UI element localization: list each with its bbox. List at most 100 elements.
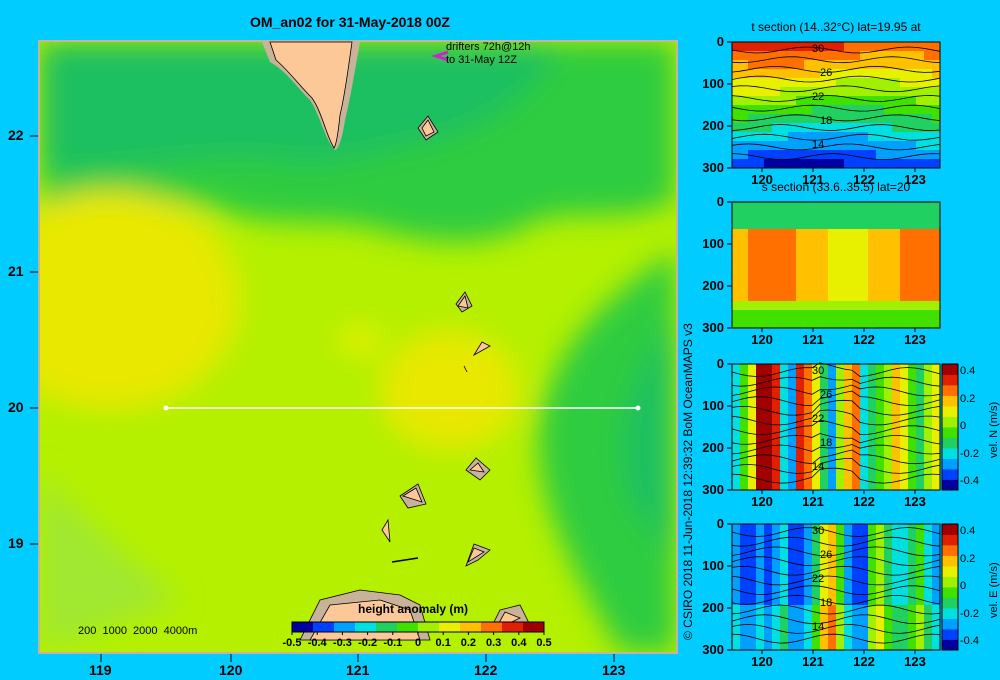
section-cell: [836, 96, 845, 106]
section-cell: [740, 542, 749, 552]
section-cell: [908, 150, 917, 160]
section-cell: [908, 159, 917, 169]
section-cell: [884, 159, 893, 169]
section-cell: [732, 463, 741, 473]
section-cell: [916, 587, 925, 597]
panel-lon-tick: 122: [853, 172, 875, 187]
section-cell: [756, 463, 765, 473]
section-cell: [748, 256, 757, 266]
section-cell: [748, 319, 757, 329]
section-cell: [852, 114, 861, 124]
section-cell: [860, 238, 869, 248]
section-cell: [740, 373, 749, 383]
section-cell: [732, 364, 741, 374]
section-cell: [892, 382, 901, 392]
section-cell: [916, 641, 925, 651]
section-cell: [764, 150, 773, 160]
section-cell: [812, 211, 821, 221]
section-cell: [852, 105, 861, 115]
isotherm-contour: [731, 75, 941, 83]
section-cell: [924, 274, 933, 284]
section-cell: [804, 69, 813, 79]
section-cell: [820, 400, 829, 410]
section-cell: [772, 560, 781, 570]
section-cell: [820, 632, 829, 642]
section-cell: [932, 105, 941, 115]
section-cell: [932, 319, 941, 329]
section-cell: [764, 42, 773, 52]
section-cell: [796, 623, 805, 633]
section-cell: [852, 292, 861, 302]
velocity-colorbar-swatch: [942, 469, 958, 480]
colorbar-tick-label: -0.3: [332, 637, 352, 649]
section-cell: [860, 578, 869, 588]
velocity-colorbar-tick: 0.2: [960, 552, 976, 565]
section-cell: [868, 400, 877, 410]
section-cell: [844, 42, 853, 52]
section-cell: [884, 123, 893, 133]
section-cell: [740, 87, 749, 97]
section-cell: [740, 319, 749, 329]
section-cell: [764, 418, 773, 428]
section-cell: [780, 150, 789, 160]
section-cell: [756, 427, 765, 437]
section-cell: [740, 463, 749, 473]
section-cell: [916, 533, 925, 543]
section-cell: [884, 524, 893, 534]
section-cell: [900, 220, 909, 230]
section-cell: [844, 596, 853, 606]
panel-lon-tick: 123: [904, 654, 926, 669]
section-cell: [812, 42, 821, 52]
section-cell: [844, 96, 853, 106]
colorbar-swatch: [439, 622, 461, 632]
section-cell: [740, 409, 749, 419]
section-cell: [916, 69, 925, 79]
section-cell: [748, 105, 757, 115]
section-cell: [820, 436, 829, 446]
section-cell: [892, 463, 901, 473]
section-cell: [884, 463, 893, 473]
section-cell: [852, 42, 861, 52]
section-cell: [908, 211, 917, 221]
section-cell: [788, 463, 797, 473]
section-cell: [868, 247, 877, 257]
section-cell: [796, 524, 805, 534]
section-cell: [796, 578, 805, 588]
section-cell: [868, 42, 877, 52]
velocity-colorbar-swatch: [942, 618, 958, 630]
section-cell: [892, 436, 901, 446]
section-cell: [876, 141, 885, 151]
section-cell: [900, 373, 909, 383]
section-cell: [740, 283, 749, 293]
section-cell: [868, 382, 877, 392]
section-cell: [932, 400, 941, 410]
panel-depth-tick: 0: [716, 194, 724, 209]
section-cell: [900, 229, 909, 239]
section-cell: [820, 587, 829, 597]
isotherm-contour: [731, 85, 941, 93]
section-cell: [916, 141, 925, 151]
section-cell: [772, 247, 781, 257]
section-cell: [796, 310, 805, 320]
section-cell: [868, 301, 877, 311]
section-cell: [844, 114, 853, 124]
section-cell: [876, 382, 885, 392]
section-cell: [796, 96, 805, 106]
section-cell: [796, 60, 805, 70]
section-cell: [900, 418, 909, 428]
section-cell: [820, 319, 829, 329]
section-cell: [748, 141, 757, 151]
section-cell: [932, 596, 941, 606]
section-cell: [772, 454, 781, 464]
section-cell: [892, 569, 901, 579]
section-cell: [884, 42, 893, 52]
section-cell: [764, 569, 773, 579]
section-cell: [924, 96, 933, 106]
section-cell: [884, 105, 893, 115]
velocity-colorbar-swatch: [942, 629, 958, 640]
section-cell: [764, 202, 773, 212]
section-cell: [756, 551, 765, 561]
section-cell: [748, 60, 757, 70]
section-cell: [884, 211, 893, 221]
section-cell: [820, 238, 829, 248]
